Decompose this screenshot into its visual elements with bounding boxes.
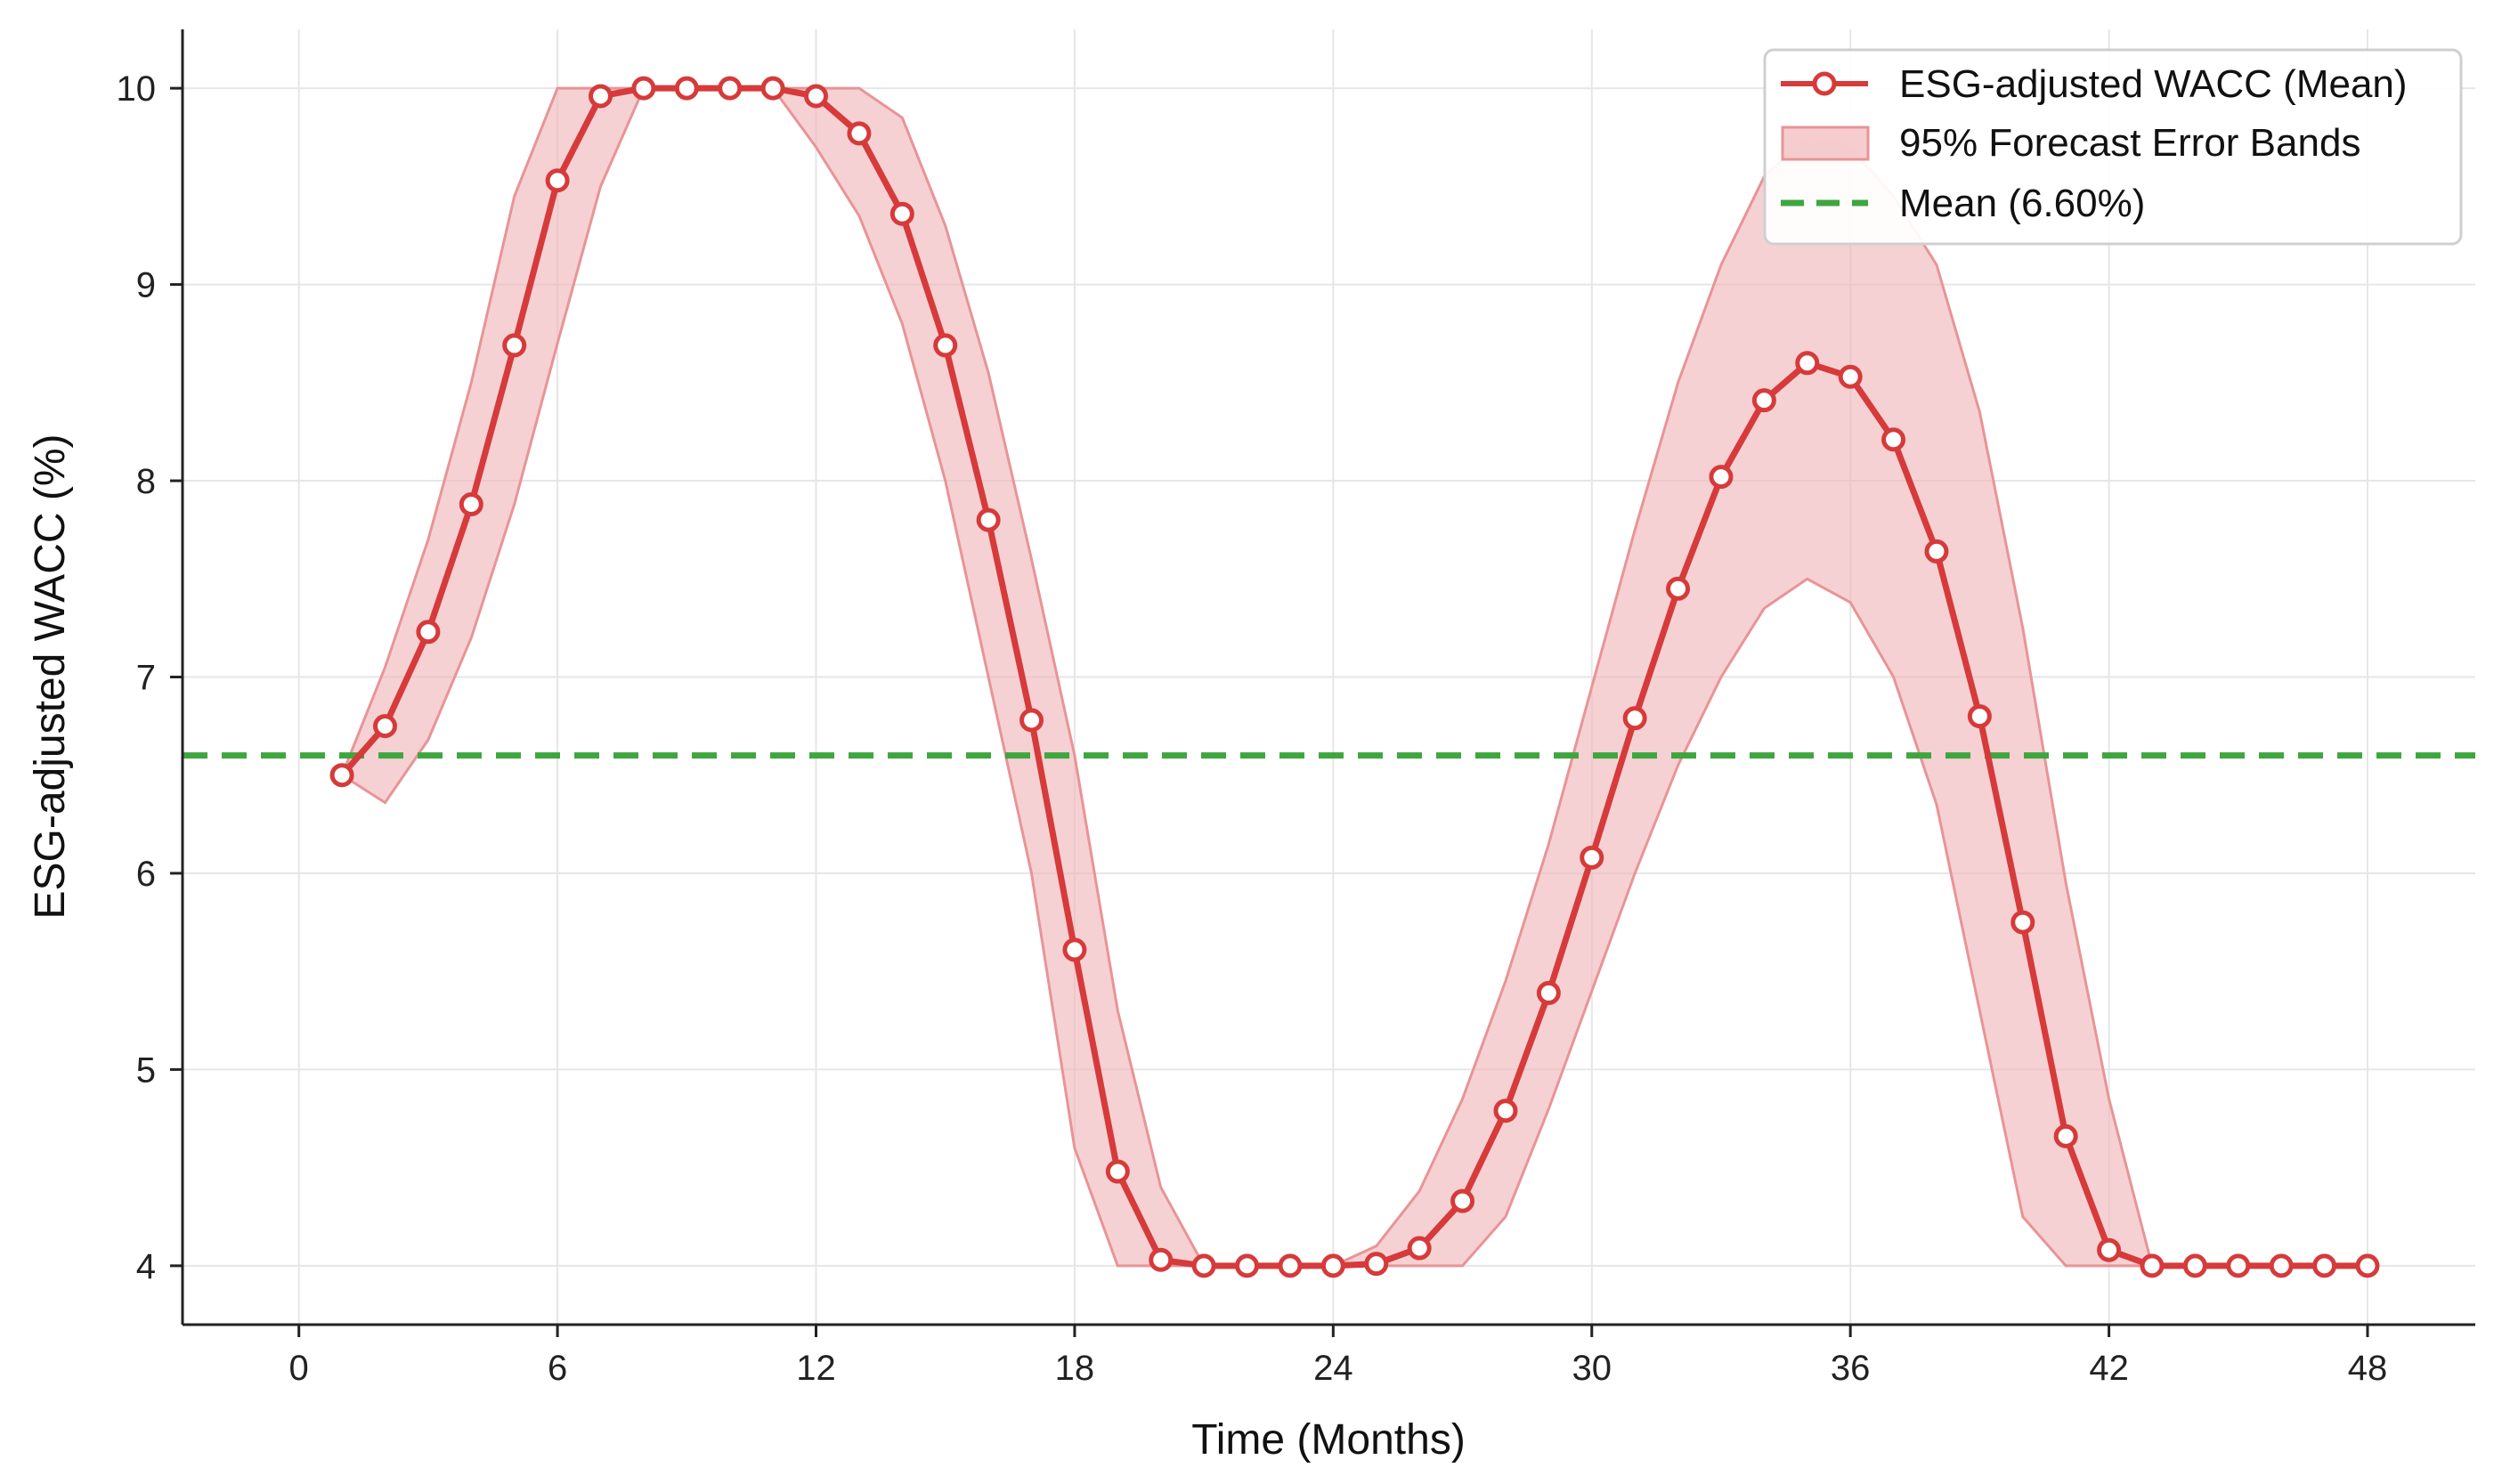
- y-tick-label: 7: [136, 659, 156, 698]
- mean-series-point: [2053, 1123, 2078, 1148]
- mean-series-point: [1751, 388, 1776, 413]
- mean-series-point: [2355, 1253, 2380, 1278]
- mean-series-point: [1881, 427, 1906, 452]
- tick-labels: 0 6 12 18 24 30 36 42 48 4 5 6 7 8 9 10: [117, 69, 2388, 1388]
- legend-label-mean-line: Mean (6.60%): [1899, 182, 2145, 225]
- forecast-error-band-layer: [340, 86, 2368, 1268]
- mean-series-point: [1666, 576, 1691, 601]
- y-axis-title: ESG-adjusted WACC (%): [27, 434, 74, 919]
- mean-series-point: [1407, 1236, 1432, 1261]
- x-tick-label: 24: [1313, 1349, 1353, 1388]
- mean-series-point: [1536, 980, 1561, 1005]
- mean-series-point: [1795, 351, 1820, 376]
- mean-series-point: [847, 121, 872, 146]
- mean-series-point: [545, 168, 570, 193]
- mean-series-point: [1493, 1099, 1518, 1123]
- mean-series-point: [1191, 1253, 1216, 1278]
- x-tick-label: 12: [796, 1349, 836, 1388]
- mean-series-layer: [329, 76, 2380, 1278]
- mean-series-point: [1622, 706, 1647, 731]
- x-tick-label: 42: [2089, 1349, 2129, 1388]
- mean-series-point: [631, 76, 656, 101]
- mean-series-point: [2182, 1253, 2207, 1278]
- mean-series-point: [933, 333, 958, 358]
- legend-frame: [1763, 48, 2463, 246]
- legend-band-swatch: [1781, 126, 1870, 161]
- mean-series-point: [889, 201, 914, 226]
- mean-series-point: [976, 507, 1001, 532]
- x-tick-label: 48: [2348, 1349, 2388, 1388]
- y-tick-label: 8: [136, 462, 156, 501]
- x-tick-label: 6: [548, 1349, 567, 1388]
- mean-series-point: [1580, 845, 1604, 870]
- mean-series-point: [2312, 1253, 2337, 1278]
- y-tick-label: 5: [136, 1050, 156, 1090]
- y-tick-label: 6: [136, 855, 156, 894]
- mean-series-point: [2097, 1237, 2122, 1262]
- y-tick-label: 9: [136, 266, 156, 305]
- mean-series-point: [1838, 364, 1863, 389]
- mean-series-point: [2010, 910, 2035, 935]
- mean-series-point: [1364, 1252, 1389, 1277]
- mean-series-point: [2269, 1253, 2294, 1278]
- mean-series-point: [1450, 1188, 1475, 1213]
- x-tick-label: 36: [1831, 1349, 1871, 1388]
- forecast-error-band: [340, 86, 2368, 1268]
- x-tick-label: 18: [1055, 1349, 1095, 1388]
- mean-series-point: [1062, 937, 1087, 962]
- mean-series-point: [1709, 465, 1734, 490]
- mean-series-point: [1320, 1253, 1345, 1278]
- legend-label-forecast-band: 95% Forecast Error Bands: [1899, 121, 2360, 165]
- mean-series-point: [372, 714, 397, 739]
- y-tick-label: 10: [117, 69, 157, 109]
- legend-mean-series-swatch-marker: [1812, 71, 1837, 96]
- mean-series-point: [459, 492, 483, 516]
- legend: ESG-adjusted WACC (Mean) 95% Forecast Er…: [1763, 48, 2463, 246]
- mean-series-point: [1235, 1253, 1260, 1278]
- mean-series-point: [416, 620, 441, 645]
- mean-series-point: [760, 76, 785, 101]
- mean-series-point: [502, 333, 527, 358]
- mean-series-point: [1019, 708, 1044, 733]
- legend-label-mean-series: ESG-adjusted WACC (Mean): [1899, 62, 2408, 106]
- mean-series-point: [1278, 1253, 1303, 1278]
- y-tick-label: 4: [136, 1247, 156, 1286]
- x-tick-label: 0: [289, 1349, 309, 1388]
- mean-series-point: [1967, 704, 1992, 729]
- mean-series-point: [2140, 1253, 2165, 1278]
- mean-series-point: [804, 84, 829, 109]
- mean-series-point: [1149, 1247, 1174, 1272]
- mean-series-point: [2226, 1253, 2251, 1278]
- x-tick-label: 30: [1572, 1349, 1612, 1388]
- x-axis-title: Time (Months): [1191, 1416, 1466, 1464]
- mean-series-point: [718, 76, 743, 101]
- mean-series-point: [1105, 1159, 1130, 1184]
- mean-series-point: [329, 763, 354, 788]
- mean-series-point: [1924, 539, 1949, 564]
- mean-series-point: [674, 76, 699, 101]
- mean-series-point: [589, 84, 613, 109]
